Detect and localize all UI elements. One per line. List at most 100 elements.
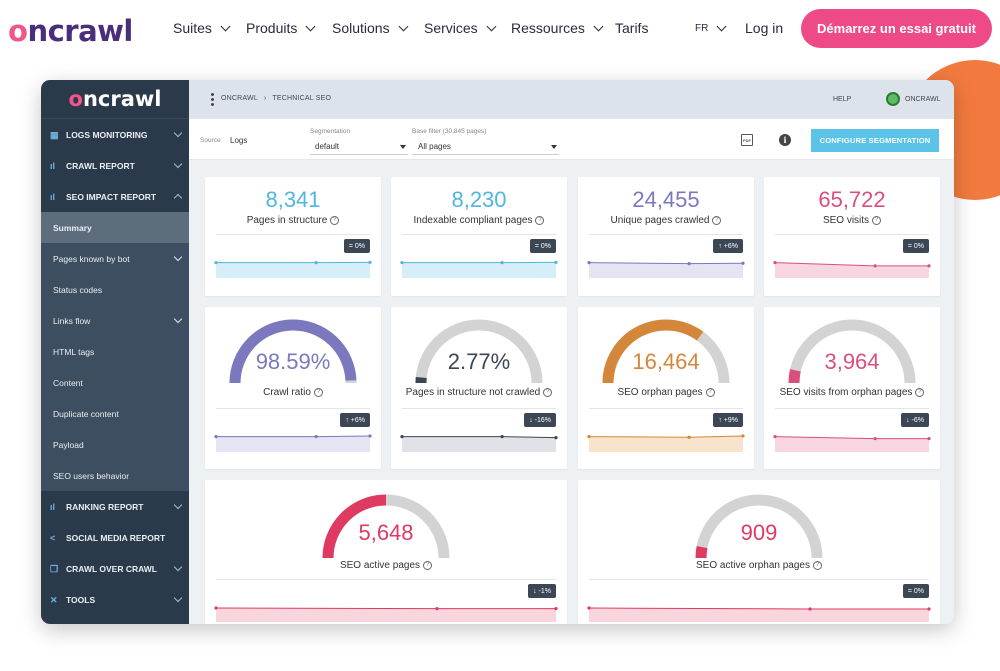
sidebar-item-seo-users-behavior[interactable]: SEO users behavior <box>41 460 189 491</box>
sparkline-point <box>368 260 372 264</box>
segmentation-select[interactable]: default <box>315 142 340 151</box>
segmentation-underline <box>310 154 408 155</box>
base-filter-select[interactable]: All pages <box>418 142 451 151</box>
copy-icon: ❐ <box>50 563 59 574</box>
help-icon[interactable]: ? <box>313 387 323 397</box>
kpi-value: 65,722 <box>818 187 886 212</box>
sparkline-area <box>589 608 929 622</box>
sidebar-item-label: SEO IMPACT REPORT <box>66 191 157 202</box>
nav-solutions[interactable]: Solutions <box>332 20 409 36</box>
help-icon[interactable]: ? <box>712 215 722 225</box>
sparkline-point <box>927 436 931 441</box>
sidebar-item-status-codes[interactable]: Status codes <box>41 274 189 305</box>
sidebar-item-label: SEO users behavior <box>53 470 130 481</box>
configure-segmentation-button[interactable]: CONFIGURE SEGMENTATION <box>811 129 939 152</box>
sidebar-item-summary[interactable]: Summary <box>41 212 189 243</box>
kpi-card[interactable]: 16,464 SEO orphan pages? ↑ +9% <box>578 307 754 469</box>
help-link[interactable]: HELP <box>833 96 852 103</box>
help-icon[interactable]: ? <box>812 560 822 570</box>
sparkline-point <box>808 607 812 611</box>
nav-ressources[interactable]: Ressources <box>511 20 604 36</box>
breadcrumb-item[interactable]: ONCRAWL <box>221 95 258 102</box>
sidebar-item-crawl-over-crawl[interactable]: ❐ CRAWL OVER CRAWL <box>41 553 189 584</box>
sidebar-item-content[interactable]: Content <box>41 367 189 398</box>
kpi-label: Indexable compliant pages? <box>391 215 567 226</box>
account-menu[interactable]: ONCRAWL <box>886 92 941 106</box>
kpi-label-text: Pages in structure <box>246 215 328 226</box>
trend-badge: ↓ -16% <box>524 413 556 427</box>
chevron-down-icon <box>173 159 183 169</box>
chevron-down-icon <box>593 21 604 31</box>
trend-sparkline <box>587 261 745 278</box>
chevron-down-icon <box>305 21 316 31</box>
trend-badge: ↑ +6% <box>713 239 743 253</box>
trend-badge: = 0% <box>529 239 556 253</box>
trend-badge: = 0% <box>902 239 929 253</box>
chevron-down-icon[interactable] <box>400 145 406 149</box>
kpi-label: Pages in structure? <box>205 215 381 226</box>
sparkline-point <box>554 260 558 264</box>
kpi-card[interactable]: 65,722 SEO visits? = 0% <box>764 177 940 296</box>
sidebar-item-label: Payload <box>53 439 84 450</box>
sidebar-item-crawl-report[interactable]: ıl CRAWL REPORT <box>41 150 189 181</box>
sidebar-item-duplicate-content[interactable]: Duplicate content <box>41 398 189 429</box>
kpi-card[interactable]: 24,455 Unique pages crawled? ↑ +6% <box>578 177 754 296</box>
breadcrumb-item: TECHNICAL SEO <box>272 95 332 102</box>
sidebar-item-label: CRAWL OVER CRAWL <box>66 563 157 574</box>
sparkline-point <box>314 435 318 439</box>
sidebar-item-seo-impact-report[interactable]: ıl SEO IMPACT REPORT <box>41 181 189 212</box>
help-icon[interactable]: ? <box>705 387 715 397</box>
kpi-card[interactable]: 98.59% Crawl ratio? ↑ +6% <box>205 307 381 469</box>
menu-dots-icon[interactable] <box>211 92 214 106</box>
help-icon[interactable]: ? <box>535 215 545 225</box>
help-icon[interactable]: ? <box>543 387 553 397</box>
nav-tarifs[interactable]: Tarifs <box>615 20 649 36</box>
divider <box>402 234 556 235</box>
help-icon[interactable]: ? <box>423 560 433 570</box>
sidebar-item-label: RANKING REPORT <box>66 501 144 512</box>
app-logo[interactable]: o ncrawl <box>41 80 189 119</box>
free-trial-button[interactable]: Démarrez un essai gratuit <box>801 9 992 48</box>
nav-produits[interactable]: Produits <box>246 20 316 36</box>
gauge-chart <box>415 319 543 384</box>
nav-services[interactable]: Services <box>424 20 497 36</box>
language-selector[interactable]: FR <box>695 21 727 34</box>
chevron-down-icon <box>173 252 183 262</box>
sidebar-item-tools[interactable]: ✕ TOOLS <box>41 584 189 615</box>
info-icon[interactable]: i <box>779 134 791 146</box>
sparkline-point <box>587 261 591 265</box>
kpi-card[interactable]: 3,964 SEO visits from orphan pages? ↓ -6% <box>764 307 940 469</box>
kpi-label-text: SEO visits from orphan pages <box>779 387 913 398</box>
sparkline-area <box>216 262 370 278</box>
oncrawl-logo[interactable]: oncrawl <box>8 14 133 48</box>
help-icon[interactable]: ? <box>915 387 925 397</box>
nav-suites[interactable]: Suites <box>173 20 231 36</box>
kpi-card[interactable]: 5,648 SEO active pages? ↓ -1% <box>205 480 567 624</box>
trend-badge: = 0% <box>343 239 370 253</box>
sparkline-point <box>214 606 218 610</box>
sidebar-item-payload[interactable]: Payload <box>41 429 189 460</box>
pdf-export-icon[interactable]: PDF <box>741 134 753 146</box>
kpi-value: 8,230 <box>451 187 507 212</box>
sidebar-item-social-media-report[interactable]: < SOCIAL MEDIA REPORT <box>41 522 189 553</box>
help-icon[interactable]: ? <box>872 215 882 225</box>
kpi-value: 16,464 <box>632 349 700 374</box>
sidebar-item-logs-monitoring[interactable]: ▦ LOGS MONITORING <box>41 119 189 150</box>
chevron-down-icon <box>173 128 183 138</box>
calendar-icon: ▦ <box>50 129 59 140</box>
login-link[interactable]: Log in <box>745 20 784 36</box>
chevron-down-icon[interactable] <box>551 145 557 149</box>
kpi-label: Pages in structure not crawled? <box>391 387 567 398</box>
kpi-card[interactable]: 2.77% Pages in structure not crawled? ↓ -1… <box>391 307 567 469</box>
kpi-card[interactable]: 8,341 Pages in structure? = 0% <box>205 177 381 296</box>
sidebar-item-ranking-report[interactable]: ıl RANKING REPORT <box>41 491 189 522</box>
trend-sparkline <box>587 434 745 452</box>
help-icon[interactable]: ? <box>330 215 340 225</box>
kpi-label: Crawl ratio? <box>205 387 381 398</box>
kpi-card[interactable]: 8,230 Indexable compliant pages? = 0% <box>391 177 567 296</box>
sidebar-item-html-tags[interactable]: HTML tags <box>41 336 189 367</box>
kpi-card[interactable]: 909 SEO active orphan pages? = 0% <box>578 480 940 624</box>
sidebar-item-links-flow[interactable]: Links flow <box>41 305 189 336</box>
sidebar-item-pages-known-by-bot[interactable]: Pages known by bot <box>41 243 189 274</box>
source-select[interactable]: Logs <box>230 136 248 145</box>
